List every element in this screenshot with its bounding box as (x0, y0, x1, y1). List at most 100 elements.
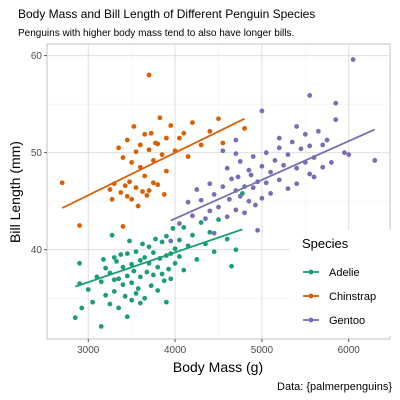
chart-subtitle: Penguins with higher body mass tend to a… (18, 28, 294, 39)
axis-ticks: 3000 4000 5000 6000 40 50 60 (31, 51, 360, 356)
point-adelie (129, 280, 135, 286)
point-gentoo (276, 177, 282, 183)
point-gentoo (320, 142, 326, 148)
point-gentoo (168, 238, 174, 244)
point-gentoo (185, 199, 191, 205)
point-chinstrap (133, 149, 139, 155)
point-gentoo (289, 139, 295, 145)
point-chinstrap (155, 182, 161, 188)
point-gentoo (272, 158, 278, 163)
point-gentoo (333, 100, 339, 106)
point-gentoo (320, 164, 326, 170)
point-gentoo (211, 192, 217, 197)
point-chinstrap (190, 120, 195, 126)
point-gentoo (324, 137, 330, 143)
point-chinstrap (124, 137, 130, 143)
point-adelie (122, 293, 128, 299)
point-adelie (155, 288, 161, 293)
point-gentoo (250, 154, 256, 159)
point-gentoo (233, 207, 239, 213)
point-gentoo (255, 227, 260, 233)
point-adelie (124, 273, 130, 279)
point-chinstrap (118, 190, 124, 195)
trend-line-gentoo (170, 128, 376, 222)
point-adelie (72, 315, 78, 321)
point-adelie (135, 286, 141, 291)
point-gentoo (211, 230, 217, 236)
legend-key-point-gentoo (308, 317, 314, 323)
point-adelie (114, 258, 119, 264)
point-gentoo (294, 124, 300, 129)
point-adelie (124, 314, 130, 320)
point-adelie (137, 300, 143, 306)
point-adelie (133, 249, 139, 255)
point-gentoo (246, 198, 252, 204)
point-chinstrap (207, 128, 213, 134)
point-adelie (146, 244, 152, 250)
point-chinstrap (140, 189, 145, 194)
x-tick-label: 6000 (338, 345, 361, 356)
point-adelie (124, 251, 130, 257)
point-gentoo (220, 148, 226, 154)
point-gentoo (350, 57, 356, 62)
point-chinstrap (135, 203, 141, 209)
point-chinstrap (129, 196, 135, 202)
point-gentoo (259, 195, 265, 201)
point-chinstrap (146, 188, 152, 193)
point-chinstrap (137, 142, 143, 148)
point-adelie (163, 233, 169, 239)
point-gentoo (315, 128, 321, 134)
point-gentoo (263, 180, 269, 186)
point-gentoo (285, 152, 291, 158)
point-adelie (77, 260, 82, 266)
point-gentoo (250, 185, 256, 191)
point-gentoo (307, 143, 313, 149)
point-adelie (181, 225, 187, 230)
point-adelie (98, 323, 104, 329)
point-adelie (159, 239, 165, 245)
point-chinstrap (144, 192, 150, 198)
point-gentoo (268, 169, 274, 175)
point-gentoo (194, 187, 200, 192)
point-gentoo (242, 210, 247, 216)
point-adelie (111, 277, 117, 283)
point-gentoo (259, 163, 265, 169)
point-gentoo (294, 181, 300, 187)
point-gentoo (216, 204, 221, 210)
point-chinstrap (150, 180, 156, 186)
point-gentoo (281, 162, 287, 168)
chart-title: Body Mass and Bill Length of Different P… (18, 7, 315, 21)
point-adelie (107, 301, 113, 307)
point-adelie (137, 257, 143, 263)
point-adelie (216, 217, 221, 223)
point-gentoo (233, 151, 239, 157)
point-chinstrap (148, 130, 154, 136)
point-gentoo (235, 174, 241, 180)
data-marks (59, 57, 378, 329)
point-chinstrap (161, 192, 167, 197)
point-chinstrap (177, 135, 182, 141)
point-adelie (137, 274, 143, 280)
point-adelie (166, 266, 171, 272)
point-chinstrap (185, 154, 191, 159)
point-adelie (224, 236, 230, 242)
point-adelie (150, 272, 156, 278)
point-gentoo (276, 145, 282, 151)
point-adelie (194, 257, 200, 262)
point-adelie (85, 287, 91, 292)
point-chinstrap (168, 123, 174, 128)
point-adelie (103, 265, 109, 271)
point-adelie (150, 250, 156, 256)
point-adelie (198, 220, 204, 225)
point-gentoo (248, 172, 254, 178)
point-adelie (116, 276, 122, 282)
point-gentoo (294, 165, 300, 171)
point-adelie (129, 261, 135, 267)
point-gentoo (346, 152, 352, 158)
point-adelie (140, 241, 145, 247)
point-adelie (142, 295, 148, 301)
point-gentoo (246, 167, 252, 173)
point-chinstrap (159, 152, 165, 158)
y-tick-label: 40 (31, 245, 43, 256)
